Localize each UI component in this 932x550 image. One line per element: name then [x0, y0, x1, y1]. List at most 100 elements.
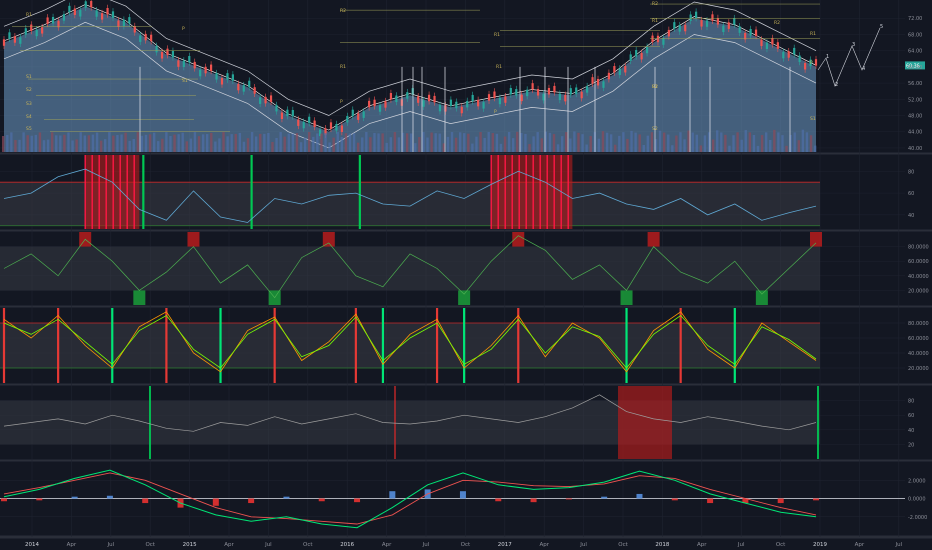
candle	[487, 94, 491, 101]
candle	[351, 109, 354, 117]
candle	[689, 14, 692, 21]
volume-bar	[475, 136, 478, 152]
candle	[716, 18, 720, 25]
macd-histogram-bar	[742, 498, 749, 504]
volume-bar	[618, 135, 621, 152]
candle	[275, 104, 278, 112]
pivot-label: R1	[340, 64, 346, 70]
candle	[177, 60, 180, 67]
macd-panel[interactable]	[0, 469, 905, 529]
stoch-rsi-panel[interactable]	[0, 232, 822, 305]
volume-bar	[67, 132, 70, 152]
wave-label: 2	[835, 82, 838, 88]
volume-bar	[724, 134, 727, 152]
volume-bar	[667, 134, 670, 152]
volume-bar	[46, 139, 50, 152]
volume-bar	[242, 141, 246, 152]
volume-bar	[736, 132, 739, 152]
candle	[558, 93, 561, 101]
volume-bar	[340, 136, 344, 152]
volume-bar	[132, 138, 135, 152]
volume-bar	[42, 140, 46, 152]
volume-bar	[703, 135, 707, 152]
stoch-k-line	[3, 311, 817, 373]
volume-bar	[226, 136, 229, 152]
volume-bar	[487, 132, 490, 152]
price-area	[4, 6, 816, 152]
volume-bar	[87, 135, 91, 152]
volume-bar	[218, 138, 221, 152]
volume-bar	[711, 139, 715, 152]
candle	[613, 66, 616, 73]
srsi-oversold-block	[755, 290, 768, 305]
volume-bar	[152, 132, 156, 152]
y-tick-label: 68.00	[908, 32, 922, 38]
momentum-panel[interactable]	[0, 386, 820, 459]
volume-bar	[744, 130, 747, 152]
srsi-overbought-block	[810, 232, 822, 247]
y-tick-label: 40	[908, 428, 914, 434]
volume-bar	[691, 132, 694, 152]
volume-bar	[418, 137, 421, 152]
candle	[286, 109, 289, 117]
candle	[111, 11, 115, 18]
volume-bar	[720, 132, 723, 152]
x-tick-label: Apr	[67, 542, 77, 548]
y-tick-label: 80	[908, 399, 914, 405]
candle	[782, 51, 785, 59]
candle	[231, 74, 234, 81]
volume-bar	[646, 135, 650, 152]
x-tick-label: Oct	[303, 542, 313, 548]
volume-bar	[491, 133, 494, 152]
volume-bar	[63, 134, 66, 152]
volume-bar	[467, 133, 470, 152]
candle	[727, 22, 730, 29]
x-tick-label: Jul	[894, 542, 902, 548]
candle	[100, 13, 104, 20]
volume-bar	[569, 138, 572, 152]
candle	[30, 24, 33, 32]
volume-bar	[401, 132, 405, 152]
candle	[346, 116, 349, 123]
volume-bar	[328, 142, 331, 152]
volume-bar	[26, 135, 29, 152]
volume-bar	[324, 133, 327, 152]
volume-bar	[813, 145, 817, 152]
volume-bar	[140, 135, 144, 152]
macd-histogram-bar	[707, 498, 714, 504]
volume-bar	[654, 139, 658, 152]
volume-bar	[764, 132, 768, 152]
stochastic-panel[interactable]	[0, 308, 820, 383]
rsi-panel[interactable]	[0, 155, 820, 229]
volume-bar	[499, 143, 503, 152]
volume-bar	[34, 134, 38, 152]
volume-bar	[267, 133, 270, 152]
candle	[645, 46, 649, 54]
volume-bar	[454, 137, 458, 152]
volume-bar	[22, 132, 25, 152]
candle	[133, 26, 136, 33]
x-tick-label: Apr	[224, 542, 234, 548]
candle	[417, 96, 420, 103]
volume-bar	[83, 135, 86, 152]
volume-bar	[769, 139, 772, 152]
y-tick-label: 44.00	[908, 130, 922, 136]
candle	[695, 11, 698, 19]
volume-bar	[393, 132, 397, 152]
candle	[684, 24, 687, 32]
x-tick-label: Jul	[579, 542, 587, 548]
candle	[640, 52, 643, 60]
volume-bar	[177, 134, 180, 152]
volume-bar	[410, 133, 413, 152]
candle	[68, 5, 71, 13]
candle	[564, 94, 567, 102]
volume-bar	[332, 137, 335, 152]
y-tick-label: 20.0000	[908, 288, 929, 294]
pivot-label: R1	[494, 32, 500, 38]
volume-bar	[385, 142, 388, 152]
volume-bar	[426, 137, 429, 152]
volume-bar	[638, 134, 641, 152]
srsi-oversold-block	[133, 290, 146, 305]
